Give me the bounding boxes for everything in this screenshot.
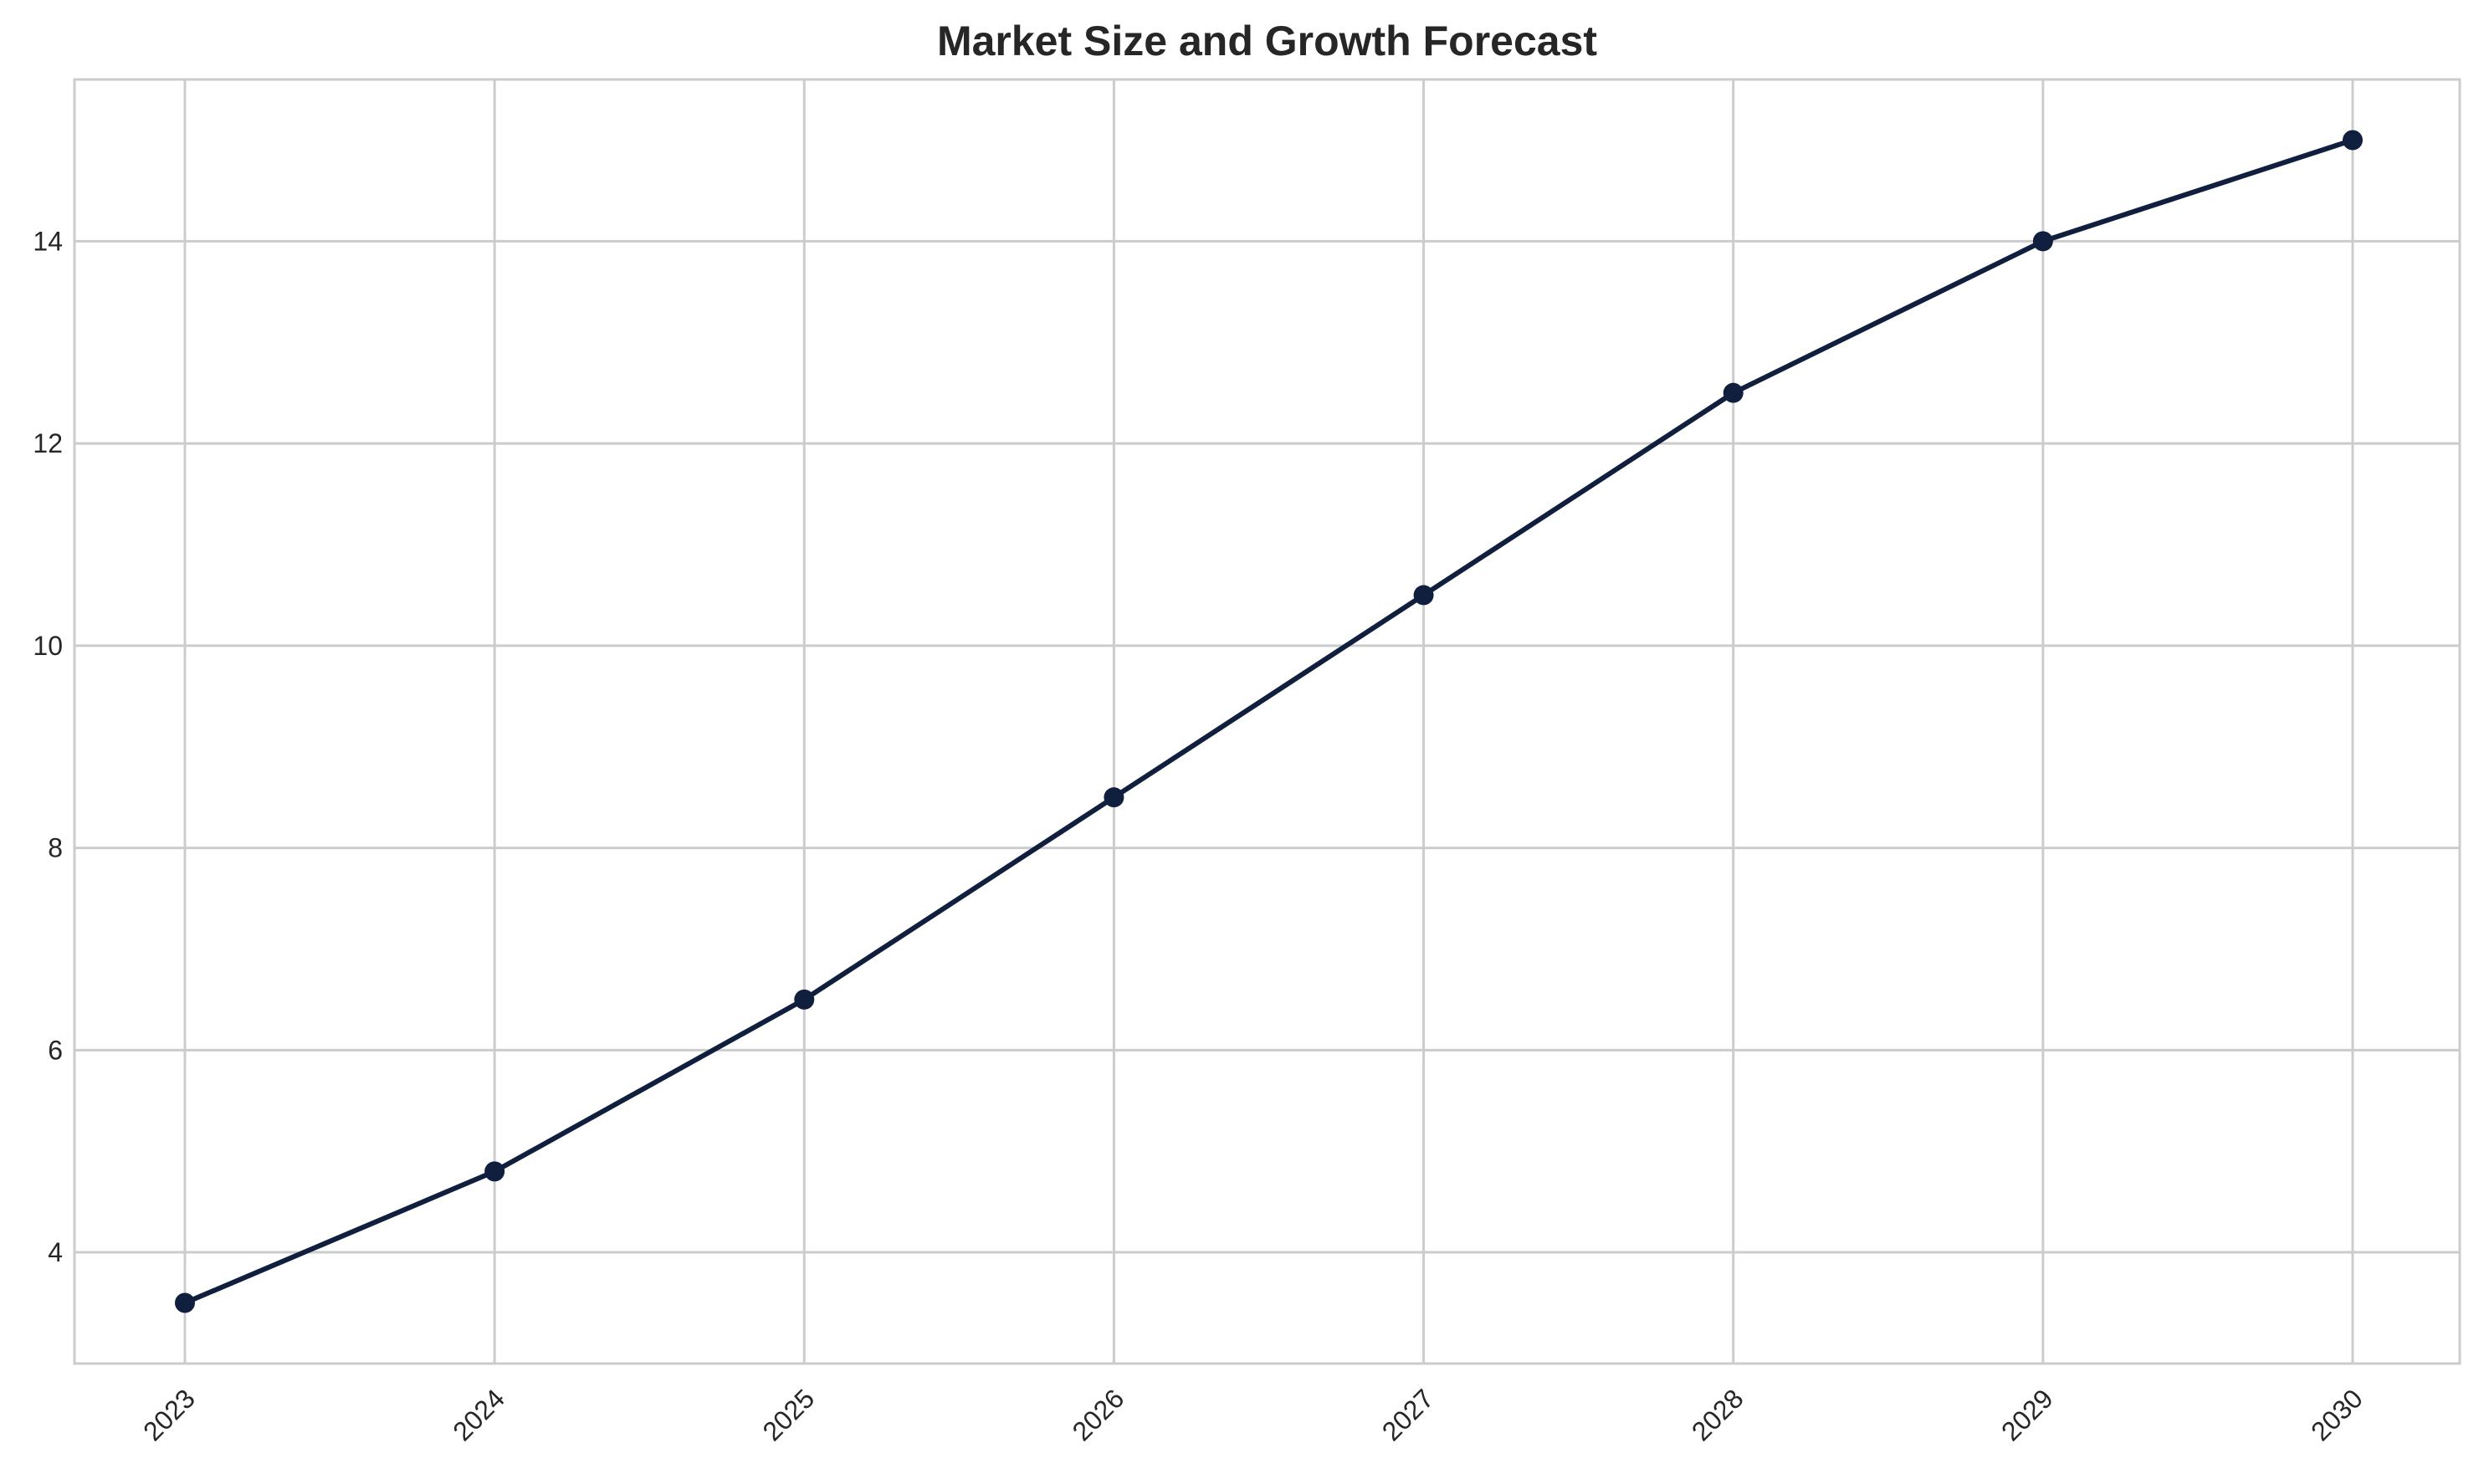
x-tick-label: 2030 bbox=[2305, 1383, 2369, 1446]
x-tick-label: 2029 bbox=[1995, 1383, 2059, 1446]
x-tick-label: 2028 bbox=[1686, 1383, 1749, 1446]
x-tick-label: 2024 bbox=[447, 1383, 510, 1446]
data-point bbox=[794, 989, 815, 1010]
y-tick-label: 8 bbox=[48, 833, 63, 863]
data-point bbox=[1723, 382, 1744, 403]
x-tick-label: 2025 bbox=[756, 1383, 820, 1446]
series-layer bbox=[175, 130, 2363, 1313]
x-tick-label: 2026 bbox=[1067, 1383, 1130, 1446]
data-point bbox=[1104, 787, 1124, 808]
data-point bbox=[484, 1161, 505, 1182]
y-tick-label: 6 bbox=[48, 1035, 63, 1065]
y-tick-label: 10 bbox=[33, 631, 63, 661]
data-point bbox=[175, 1292, 195, 1313]
x-tick-label: 2023 bbox=[137, 1383, 201, 1446]
x-tick-label: 2027 bbox=[1376, 1383, 1440, 1446]
y-tick-label: 14 bbox=[33, 226, 63, 256]
x-axis-ticks: 2023 2024 2025 2026 2027 2028 2029 2030 bbox=[137, 1383, 2369, 1446]
chart-title: Market Size and Growth Forecast bbox=[937, 18, 1597, 64]
y-tick-label: 4 bbox=[48, 1237, 63, 1267]
y-tick-label: 12 bbox=[33, 428, 63, 458]
data-point bbox=[1413, 585, 1434, 606]
series-line bbox=[182, 137, 2355, 1306]
data-point bbox=[2032, 231, 2053, 252]
grid-layer bbox=[74, 79, 2460, 1364]
plot-frame bbox=[73, 78, 2461, 1365]
data-point bbox=[2343, 130, 2363, 151]
y-axis-ticks: 4 6 8 10 12 14 bbox=[33, 226, 63, 1267]
